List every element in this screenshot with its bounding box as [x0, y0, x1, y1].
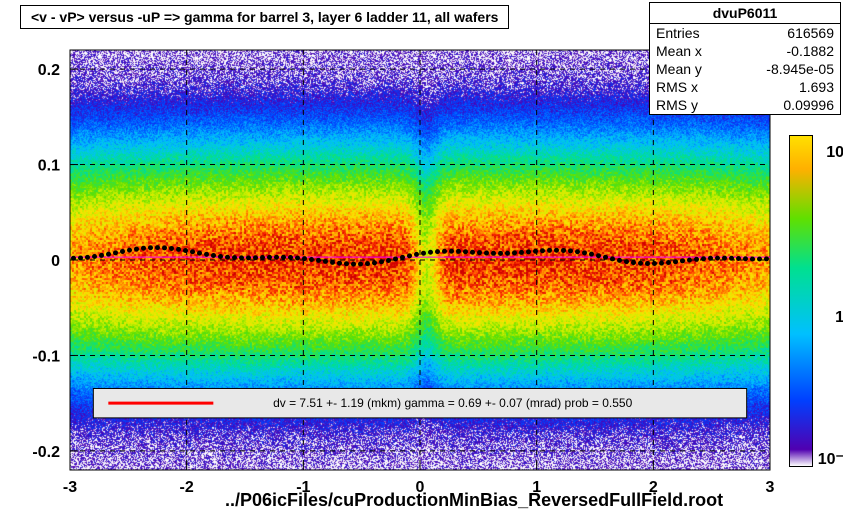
stats-name: dvuP6011: [650, 3, 840, 24]
stats-meanx-label: Mean x: [656, 42, 702, 60]
colorbar-tick: 10⁻: [818, 449, 843, 469]
stats-rmsx-label: RMS x: [656, 78, 698, 96]
svg-text:-0.2: -0.2: [32, 444, 60, 461]
plot-title: <v - vP> versus -uP => gamma for barrel …: [20, 5, 509, 29]
stats-meany-label: Mean y: [656, 60, 702, 78]
svg-text:0.2: 0.2: [38, 62, 60, 79]
stats-entries: 616569: [787, 24, 834, 42]
colorbar-tick: 10: [826, 144, 843, 162]
stats-entries-label: Entries: [656, 24, 700, 42]
svg-text:dv = 7.51 +- 1.19 (mkm) ga: dv = 7.51 +- 1.19 (mkm) gamma = 0.69 +- …: [273, 396, 633, 410]
stats-meanx: -0.1882: [787, 42, 834, 60]
svg-text:0: 0: [51, 253, 60, 270]
x-axis-label: ../P06icFiles/cuProductionMinBias_Revers…: [225, 490, 723, 511]
svg-text:3: 3: [766, 479, 775, 496]
stats-rmsx: 1.693: [799, 78, 834, 96]
svg-text:-3: -3: [63, 479, 77, 496]
svg-text:0.1: 0.1: [38, 158, 60, 175]
svg-text:-2: -2: [180, 479, 194, 496]
stats-meany: -8.945e-05: [766, 60, 834, 78]
colorbar: 10110⁻: [789, 135, 813, 467]
svg-text:-0.1: -0.1: [32, 348, 60, 365]
stats-rmsy: 0.09996: [783, 96, 834, 114]
stats-box: dvuP6011 Entries 616569 Mean x -0.1882 Mea…: [649, 2, 841, 115]
stats-rmsy-label: RMS y: [656, 96, 698, 114]
colorbar-tick: 1: [835, 309, 843, 327]
